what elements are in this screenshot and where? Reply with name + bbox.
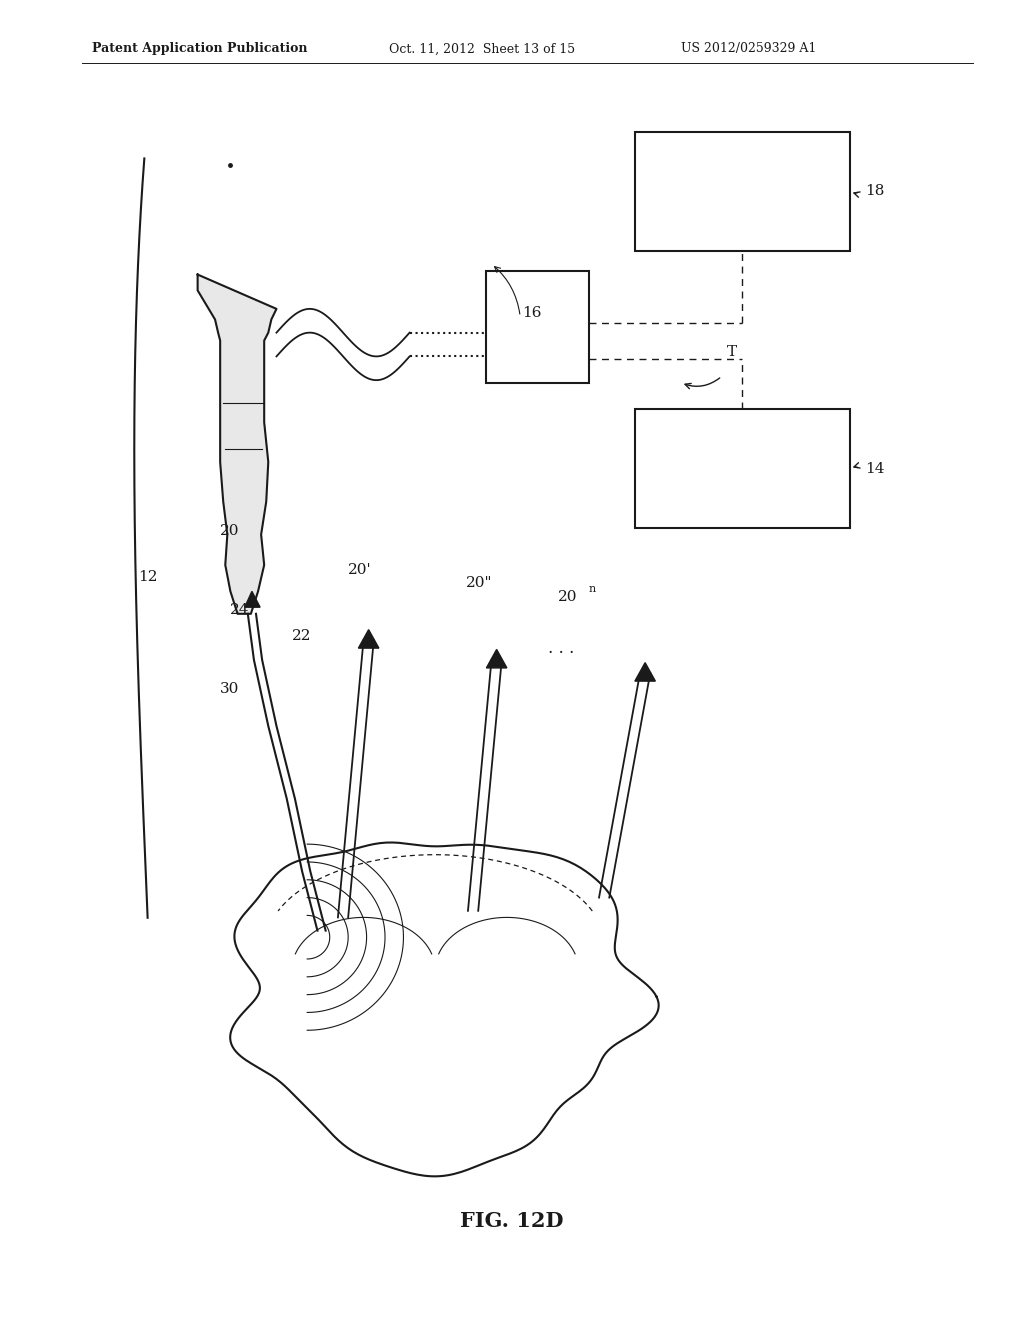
Polygon shape [230,842,658,1176]
Text: 12: 12 [138,570,158,583]
Polygon shape [198,275,276,614]
Text: n: n [589,583,596,594]
Bar [635,132,850,251]
Text: 14: 14 [865,462,885,475]
Text: Oct. 11, 2012  Sheet 13 of 15: Oct. 11, 2012 Sheet 13 of 15 [389,42,575,55]
Text: Patent Application Publication: Patent Application Publication [92,42,307,55]
Text: 22: 22 [292,630,311,643]
Polygon shape [358,630,379,648]
Polygon shape [635,663,655,681]
Text: US 2012/0259329 A1: US 2012/0259329 A1 [681,42,816,55]
Bar [486,271,589,383]
Text: 30: 30 [220,682,240,696]
Text: 20: 20 [558,590,578,603]
Text: 20': 20' [348,564,372,577]
Text: . . .: . . . [548,640,574,657]
Text: 24: 24 [230,603,250,616]
Text: FIG. 12D: FIG. 12D [460,1210,564,1232]
Polygon shape [486,649,507,668]
Text: 18: 18 [865,185,885,198]
Text: 20": 20" [466,577,493,590]
Text: 16: 16 [522,306,542,319]
Bar [635,409,850,528]
Polygon shape [245,591,260,607]
Text: T: T [727,346,737,359]
Text: 20: 20 [220,524,240,537]
